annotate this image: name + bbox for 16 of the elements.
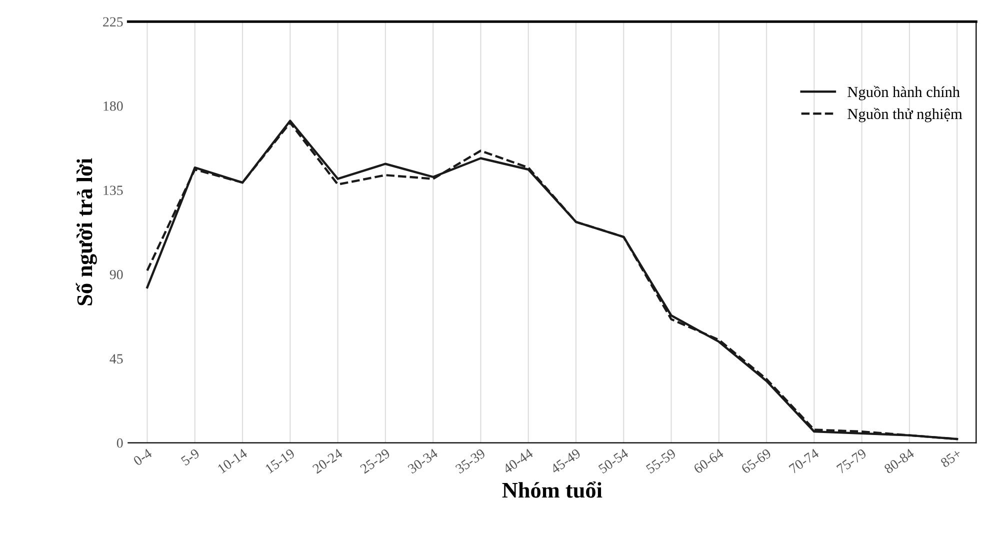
x-tick-label: 40-44 xyxy=(502,448,534,474)
x-tick-label: 85+ xyxy=(940,448,962,468)
y-axis-title: Số người trả lời xyxy=(76,158,97,306)
x-tick-label: 65-69 xyxy=(740,448,772,474)
y-tick-label: 180 xyxy=(104,101,123,111)
x-tick-label: 0-4 xyxy=(132,448,153,466)
y-tick-label: 90 xyxy=(110,270,123,280)
y-tick-label: 225 xyxy=(103,17,123,27)
legend-label: Nguồn hành chính xyxy=(848,86,960,100)
x-tick-label: 45-49 xyxy=(550,448,582,474)
y-tick-label: 135 xyxy=(104,186,123,196)
x-tick-label: 5-9 xyxy=(180,448,200,466)
legend-label: Nguồn thử nghiệm xyxy=(848,108,962,122)
x-axis-title: Nhóm tuổi xyxy=(502,481,602,498)
y-tick-label: 45 xyxy=(110,354,123,364)
y-tick-label: 0 xyxy=(116,438,123,448)
